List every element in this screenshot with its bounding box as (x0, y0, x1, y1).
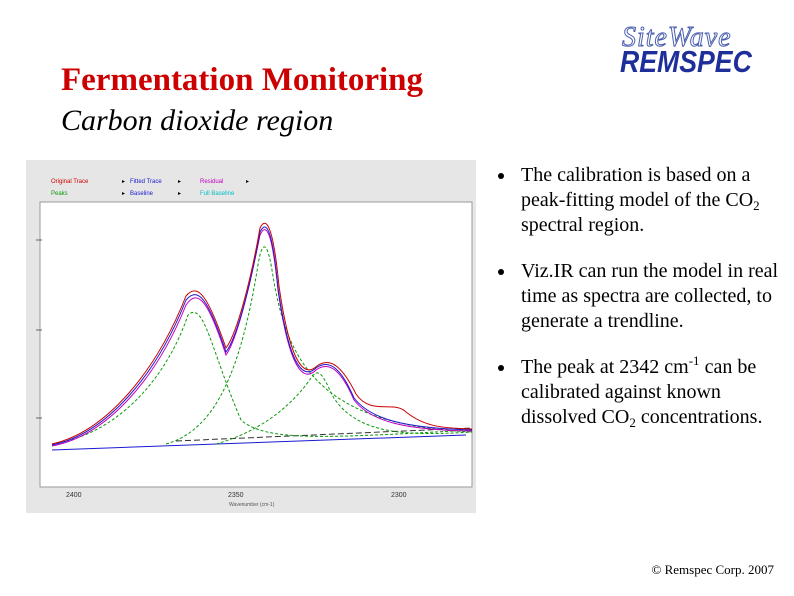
logo-script-text: SiteWave (622, 22, 732, 54)
x-tick-label: 2400 (66, 492, 82, 499)
legend-entry: Peaks (51, 191, 68, 197)
x-axis: 2400 2350 2300 Wavenumber (cm-1) (66, 492, 407, 508)
x-tick-label: 2350 (228, 492, 244, 499)
plot-legend: Original Trace ▸ Fitted Trace ▸ Residual… (51, 179, 249, 197)
x-axis-label: Wavenumber (cm-1) (229, 502, 275, 508)
bullet-list: The calibration is based on a peak-fitti… (498, 163, 783, 451)
bullet-dot-icon (498, 269, 504, 275)
full-baseline-line (175, 427, 473, 442)
svg-text:▸: ▸ (178, 191, 181, 197)
spectrum-screenshot: Original Trace ▸ Fitted Trace ▸ Residual… (26, 160, 476, 513)
svg-text:▸: ▸ (122, 191, 125, 197)
bullet-item: Viz.IR can run the model in real time as… (498, 259, 783, 334)
svg-text:▸: ▸ (122, 179, 125, 185)
bullet-dot-icon (498, 365, 504, 371)
x-tick-label: 2300 (391, 492, 407, 499)
legend-entry: Residual (200, 179, 223, 185)
residual-trace (51, 229, 473, 447)
legend-entry: Original Trace (51, 179, 89, 185)
spectrum-plot: Original Trace ▸ Fitted Trace ▸ Residual… (36, 179, 473, 508)
slide-subtitle: Carbon dioxide region (61, 104, 334, 137)
original-trace (51, 222, 473, 445)
slide-title: Fermentation Monitoring (61, 62, 424, 98)
plot-area (39, 201, 473, 488)
peak-curves (51, 246, 473, 445)
fitted-trace (51, 226, 473, 446)
remspec-logo: SiteWave REMSPEC (612, 22, 780, 84)
logo-main-text: REMSPEC (620, 44, 752, 79)
bullet-item: The peak at 2342 cm-1 can be calibrated … (498, 354, 783, 430)
bullet-dot-icon (498, 173, 504, 179)
svg-text:▸: ▸ (246, 179, 249, 185)
legend-entry: Full Baseline (200, 191, 235, 197)
svg-text:▸: ▸ (178, 179, 181, 185)
legend-entry: Baseline (130, 191, 154, 197)
baseline-line (51, 434, 467, 451)
bullet-item: The calibration is based on a peak-fitti… (498, 163, 783, 238)
y-ticks (36, 239, 42, 419)
legend-entry: Fitted Trace (130, 179, 162, 185)
copyright-footer: © Remspec Corp. 2007 (651, 562, 774, 577)
